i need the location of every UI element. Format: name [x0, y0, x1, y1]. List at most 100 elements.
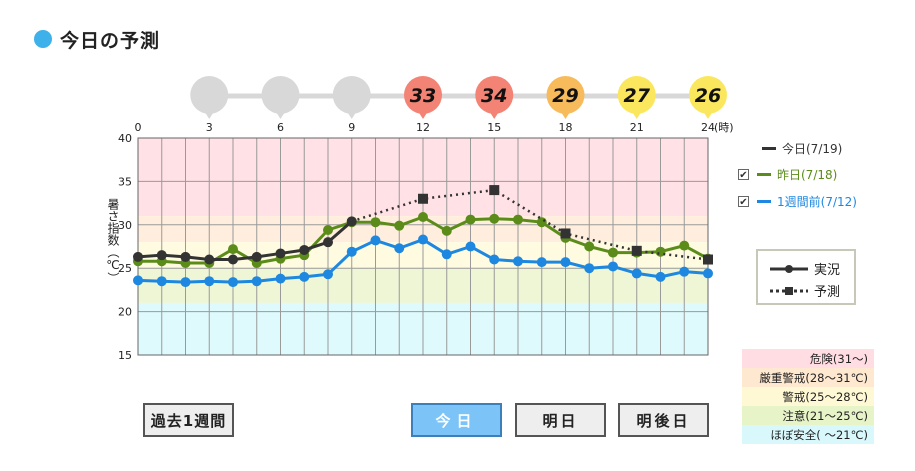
series-point-2	[370, 217, 381, 228]
series-point-3	[299, 271, 310, 282]
hour-tick-label: 15	[487, 121, 501, 134]
hour-tick-labels: 0 3 6 9 12 15 18 21 24 (時)	[135, 121, 734, 134]
style-legend-actual: 実況	[768, 259, 840, 278]
y-tick-label: 35	[118, 175, 132, 188]
series-point-1	[703, 254, 713, 265]
legend-today-swatch	[762, 147, 776, 150]
series-point-0	[204, 254, 215, 265]
series-point-0	[346, 216, 357, 227]
today-button[interactable]: 今日	[411, 403, 502, 437]
hour-tick-label: 9	[348, 121, 355, 134]
forecast-pins: 33 34 29 27 26	[190, 76, 727, 119]
chart-series	[133, 185, 713, 288]
series-point-3	[370, 235, 381, 246]
series-point-3	[465, 241, 476, 252]
series-point-2	[465, 214, 476, 225]
y-tick-label: 20	[118, 306, 132, 319]
legend-yesterday-swatch	[757, 173, 771, 176]
series-point-0	[251, 251, 262, 262]
pin-circle	[190, 76, 229, 114]
level-caution: 注意(21〜25℃)	[742, 406, 874, 425]
past-week-button[interactable]: 過去1週間	[143, 403, 234, 437]
series-point-2	[584, 241, 595, 252]
pin-value: 34	[481, 85, 507, 107]
series-point-2	[228, 244, 238, 255]
series-point-3	[204, 276, 215, 287]
hour-unit-label: (時)	[714, 121, 734, 134]
line-style-legend: 実況 予測	[756, 249, 856, 305]
series-point-1	[418, 193, 428, 204]
legend-week-ago-label: 1週間前(7/12)	[777, 195, 857, 209]
series-point-3	[251, 276, 262, 287]
title-dot-icon	[34, 30, 52, 48]
page-title: 今日の予測	[34, 26, 160, 52]
series-point-0	[228, 254, 238, 265]
series-point-3	[394, 243, 405, 254]
legend-week-ago: ✔ 1週間前(7/12)	[738, 193, 857, 210]
hour-tick-label: 24	[701, 121, 715, 134]
tomorrow-button[interactable]: 明日	[515, 403, 606, 437]
series-point-3	[418, 234, 428, 245]
hour-tick-label: 0	[135, 121, 142, 134]
series-point-2	[441, 225, 452, 236]
series-point-3	[560, 257, 571, 268]
series-point-3	[275, 273, 286, 284]
legend-today: 今日(7/19)	[762, 140, 842, 157]
day-after-tomorrow-button[interactable]: 明後日	[618, 403, 709, 437]
legend-yesterday-label: 昨日(7/18)	[777, 168, 838, 182]
series-point-2	[489, 213, 500, 224]
level-severe-warning: 厳重警戒(28〜31℃)	[742, 368, 874, 387]
legend-yesterday: ✔ 昨日(7/18)	[738, 166, 837, 183]
series-point-2	[394, 220, 405, 231]
pin-circle	[689, 76, 727, 114]
series-point-3	[180, 277, 191, 288]
series-point-3	[608, 261, 618, 272]
pin-circle	[332, 76, 371, 114]
series-point-0	[180, 251, 191, 262]
level-almost-safe: ほぼ安全( 〜21℃)	[742, 425, 874, 444]
pin-circle	[404, 76, 442, 114]
plot-frame	[137, 137, 709, 356]
series-point-0	[156, 250, 167, 261]
series-point-0	[275, 248, 286, 259]
y-tick-label: 40	[118, 132, 132, 145]
hour-tick-label: 21	[630, 121, 644, 134]
series-point-2	[536, 217, 547, 228]
series-point-3	[584, 263, 595, 274]
series-point-2	[679, 240, 690, 251]
pin-circle	[475, 76, 514, 114]
y-tick-label: 15	[118, 349, 132, 362]
week-ago-checkbox[interactable]: ✔	[738, 196, 749, 208]
page-title-text: 今日の予測	[60, 29, 161, 52]
series-point-2	[513, 214, 523, 225]
series-point-3	[228, 277, 238, 288]
pin-circle	[617, 76, 656, 114]
pin-circle	[261, 76, 300, 114]
forecast-line-icon	[770, 286, 808, 295]
y-axis-label: 暑さ指数（℃）	[106, 198, 120, 284]
series-point-3	[655, 271, 666, 282]
risk-level-legend: 危険(31〜) 厳重警戒(28〜31℃) 警戒(25〜28℃) 注意(21〜25…	[742, 349, 874, 444]
series-point-1	[560, 228, 571, 239]
y-tick-label: 30	[118, 219, 132, 232]
series-point-3	[513, 256, 523, 267]
y-tick-label: 25	[118, 262, 132, 275]
pin-value: 26	[695, 85, 721, 107]
pin-value: 33	[410, 85, 436, 107]
y-tick-labels: 15 20 25 30 35 40	[118, 132, 132, 362]
series-point-0	[299, 244, 310, 255]
style-legend-forecast-label: 予測	[814, 285, 841, 300]
pin-circle	[546, 76, 585, 114]
yesterday-checkbox[interactable]: ✔	[738, 169, 749, 181]
series-line-0	[137, 220, 353, 262]
level-danger: 危険(31〜)	[742, 349, 874, 368]
hour-tick-label: 12	[416, 121, 430, 134]
legend-week-ago-swatch	[757, 200, 771, 203]
actual-line-icon	[770, 264, 808, 273]
legend-today-label: 今日(7/19)	[782, 142, 843, 156]
pin-value: 29	[552, 85, 578, 107]
pin-value: 27	[624, 85, 651, 107]
series-point-3	[679, 266, 690, 277]
y-axis-label-text: 暑さ指数（℃）	[106, 198, 120, 284]
